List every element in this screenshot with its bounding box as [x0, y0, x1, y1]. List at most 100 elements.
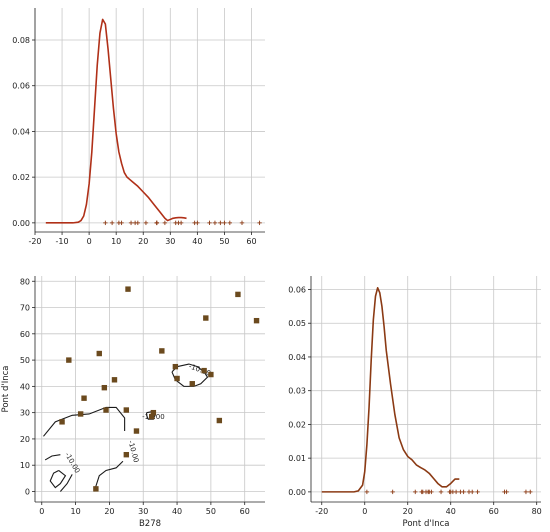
data-point [93, 486, 99, 492]
x-tick-label: 30 [138, 507, 148, 516]
y-tick-label: 50 [20, 356, 30, 365]
rug-mark [109, 220, 115, 226]
y-tick-label: 0.04 [288, 353, 306, 362]
rug-mark [461, 489, 466, 495]
rug-mark [207, 220, 212, 226]
y-tick-label: 0.06 [288, 285, 306, 294]
rug-mark [239, 220, 245, 226]
y-tick-label: 0.01 [288, 454, 306, 463]
rug-mark [135, 220, 141, 226]
data-point [81, 395, 87, 401]
data-point [96, 350, 102, 357]
x-axis-label: B278 [139, 519, 161, 529]
data-point [235, 291, 241, 298]
x-tick-label: 80 [532, 507, 542, 516]
data-point [174, 375, 180, 382]
y-tick-label: 0.02 [288, 420, 306, 429]
data-point [111, 377, 118, 383]
x-tick-label: 10 [70, 507, 80, 516]
y-tick-label: 0.03 [288, 387, 306, 396]
rug-mark [195, 220, 200, 226]
rug-mark [222, 220, 227, 226]
data-point [133, 428, 140, 434]
density-contour [93, 460, 124, 492]
y-tick-label: 40 [20, 382, 30, 391]
x-tick-label: 40 [446, 507, 456, 516]
density-contour [49, 469, 67, 489]
data-point [150, 409, 157, 416]
rug-mark [453, 489, 459, 495]
y-tick-label: 30 [20, 409, 30, 418]
data-point [125, 286, 131, 292]
x-tick-label: 60 [240, 507, 250, 516]
contour-label: -10.00 [63, 451, 81, 475]
rug-mark [475, 489, 480, 495]
data-point [189, 381, 195, 387]
y-tick-label: 10 [20, 461, 30, 470]
x-tick-label: 0 [87, 237, 92, 246]
y-tick-label: 0 [25, 487, 30, 496]
x-tick-label: 0 [362, 507, 367, 516]
contour-label: -10.00 [127, 440, 141, 464]
rug-mark [413, 489, 418, 495]
x-tick-label: 20 [104, 507, 114, 516]
rug-mark [523, 489, 529, 495]
x-tick-label: 50 [206, 507, 216, 516]
density-contour [43, 406, 126, 437]
data-point [101, 384, 108, 391]
rug-mark [162, 220, 168, 226]
rug-mark [390, 489, 395, 495]
rug-mark [364, 489, 370, 495]
data-point [148, 413, 155, 420]
x-tick-label: 0 [39, 507, 44, 516]
rug-mark [227, 220, 233, 226]
data-point [77, 411, 84, 417]
data-point [216, 417, 223, 424]
x-axis-label: Pont d'Inca [403, 519, 450, 529]
data-point [103, 407, 109, 413]
density-contour [44, 454, 61, 461]
rug-mark [528, 489, 533, 495]
y-tick-label: 80 [20, 277, 30, 286]
y-tick-label: 70 [20, 304, 30, 313]
data-point [123, 407, 130, 413]
y-tick-label: 0.04 [12, 127, 30, 136]
rug-mark [218, 220, 223, 226]
data-point [201, 367, 207, 374]
data-point [208, 371, 214, 378]
data-point [172, 363, 179, 370]
y-tick-label: 0.02 [12, 173, 30, 182]
b278-vs-pontdinca-scatter-plot: 0 10 20 30 40 50 60 0 10 20 30 40 50 60 70 80 B278 Pont d… [1, 276, 265, 529]
data-point [203, 315, 209, 321]
rug-mark [103, 220, 108, 226]
x-tick-label: 20 [403, 507, 413, 516]
rug-mark [119, 220, 124, 226]
rug-mark [178, 220, 184, 226]
y-tick-label: 0.06 [12, 82, 30, 91]
x-tick-label: -20 [315, 507, 328, 516]
density-curve [321, 287, 460, 493]
data-point [123, 451, 130, 458]
y-axis-label: Pont d'Inca [1, 366, 11, 413]
b278-density-plot: -20 -10 0 10 20 30 40 50 60 0.00 0.02 0.04 0.06 0.08 [12, 8, 265, 246]
density-curve [45, 18, 187, 224]
density-contour [59, 474, 73, 492]
x-tick-label: 40 [192, 237, 202, 246]
rug-mark [154, 220, 159, 226]
y-tick-label: 0.00 [288, 488, 306, 497]
rug-mark [470, 489, 475, 495]
x-tick-label: 10 [111, 237, 121, 246]
x-tick-label: 60 [246, 237, 256, 246]
rug-mark [128, 220, 134, 226]
contour-label: -10.00 [188, 362, 212, 377]
data-point [59, 419, 65, 425]
x-tick-label: -10 [56, 237, 69, 246]
rug-mark [429, 489, 434, 495]
x-tick-label: 60 [489, 507, 499, 516]
data-point [66, 357, 72, 363]
x-tick-label: -20 [28, 237, 41, 246]
x-tick-label: 20 [138, 237, 148, 246]
y-tick-label: 0.08 [12, 36, 30, 45]
x-tick-label: 30 [165, 237, 175, 246]
